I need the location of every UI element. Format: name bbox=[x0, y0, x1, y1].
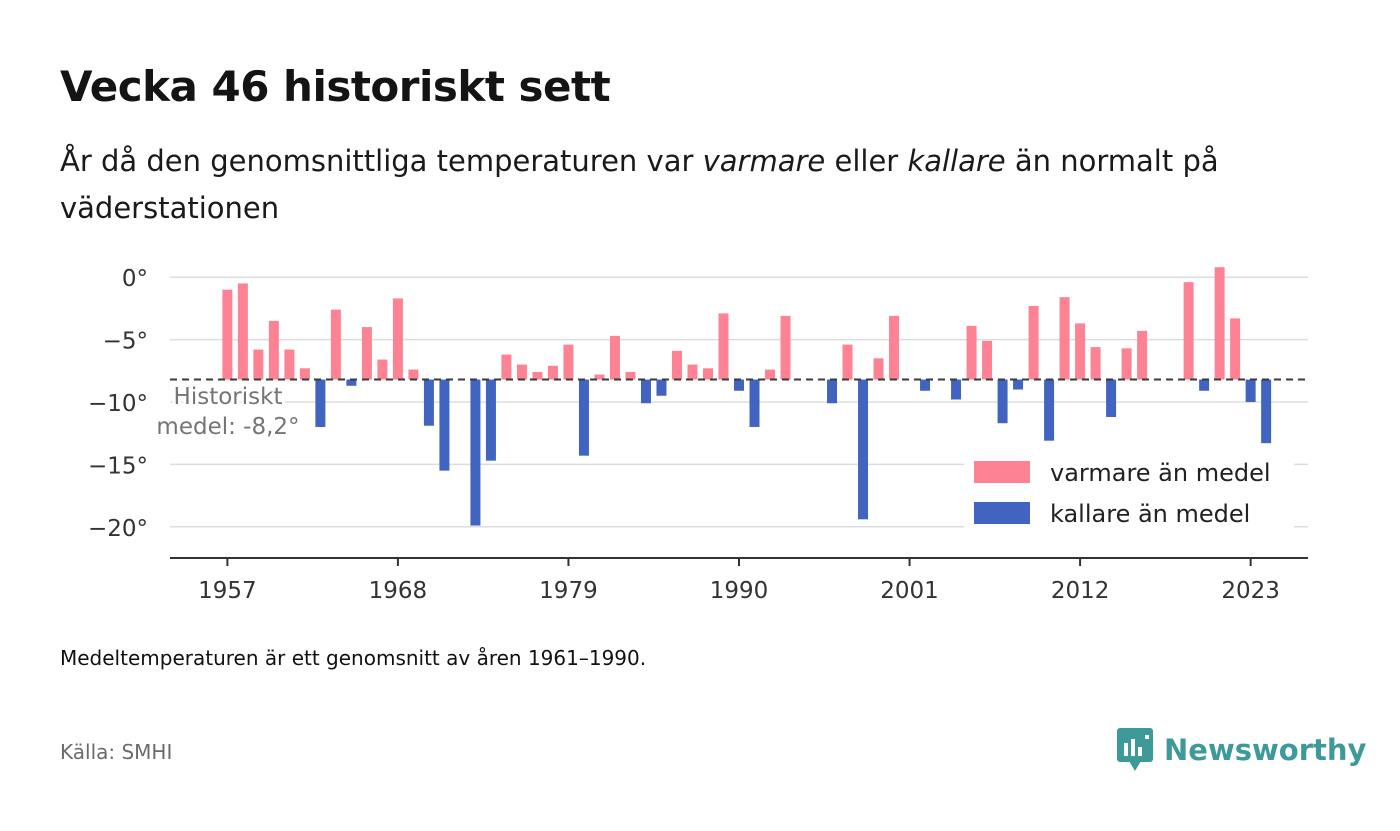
cold-bar bbox=[749, 379, 760, 427]
y-tick-label: −5° bbox=[103, 329, 148, 355]
warm-bar bbox=[765, 369, 776, 380]
cold-bar bbox=[656, 379, 667, 396]
warm-bar bbox=[609, 335, 620, 380]
warm-bar bbox=[532, 372, 543, 380]
warm-bar bbox=[237, 283, 248, 380]
warm-bar bbox=[1230, 318, 1241, 380]
cold-bar bbox=[920, 379, 931, 391]
subtitle-cold-word: kallare bbox=[907, 144, 1006, 178]
warm-bar bbox=[377, 359, 388, 380]
cold-bar bbox=[1044, 379, 1055, 441]
cold-bar bbox=[827, 379, 838, 404]
subtitle-warm-word: varmare bbox=[702, 144, 826, 178]
cold-bar bbox=[315, 379, 326, 427]
cold-bar bbox=[439, 379, 450, 471]
legend-swatch-warm bbox=[974, 461, 1030, 483]
warm-bar bbox=[222, 289, 233, 380]
warm-bar bbox=[1028, 305, 1039, 380]
warm-bar bbox=[718, 313, 729, 380]
cold-bar bbox=[470, 379, 481, 526]
warm-bar bbox=[702, 368, 713, 380]
cold-bar bbox=[858, 379, 869, 520]
x-tick-label: 2012 bbox=[1051, 578, 1110, 604]
cold-bar bbox=[578, 379, 589, 456]
warm-bar bbox=[780, 315, 791, 380]
newsworthy-logo-icon bbox=[1117, 728, 1153, 771]
x-tick-label: 2001 bbox=[880, 578, 939, 604]
legend-swatch-cold bbox=[974, 502, 1030, 524]
subtitle-text-2: eller bbox=[825, 144, 908, 178]
chart-subtitle: År då den genomsnittliga temperaturen va… bbox=[60, 138, 1300, 232]
warm-bar bbox=[563, 344, 574, 380]
mean-label-line-1: Historiskt bbox=[174, 384, 283, 410]
warm-bar bbox=[594, 374, 605, 380]
warm-bar bbox=[625, 372, 636, 380]
cold-bar bbox=[1261, 379, 1272, 444]
warm-bar bbox=[268, 320, 279, 380]
cold-bar bbox=[1199, 379, 1210, 391]
warm-bar bbox=[671, 350, 682, 380]
warm-bar bbox=[842, 344, 853, 380]
y-tick-label: 0° bbox=[122, 266, 148, 292]
warm-bar bbox=[253, 349, 264, 380]
warm-bar bbox=[966, 325, 977, 380]
warm-bar bbox=[330, 309, 341, 380]
cold-bar bbox=[1245, 379, 1256, 402]
cold-bar bbox=[1106, 379, 1117, 417]
warm-bar bbox=[408, 369, 419, 380]
warm-bar bbox=[284, 349, 295, 380]
warm-bar bbox=[516, 364, 527, 380]
warm-bar bbox=[392, 298, 403, 380]
warm-bar bbox=[873, 358, 884, 380]
legend-label-warm: varmare än medel bbox=[1050, 459, 1271, 487]
cold-bar bbox=[423, 379, 434, 426]
x-tick-label: 1957 bbox=[198, 578, 257, 604]
x-tick-label: 1979 bbox=[539, 578, 598, 604]
x-tick-label: 1968 bbox=[369, 578, 428, 604]
cold-bar bbox=[997, 379, 1008, 424]
cold-bar bbox=[346, 379, 357, 386]
chart-title: Vecka 46 historiskt sett bbox=[60, 62, 611, 111]
footnote: Medeltemperaturen är ett genomsnitt av å… bbox=[60, 646, 647, 670]
warm-bar bbox=[1183, 282, 1194, 380]
cold-bar bbox=[1013, 379, 1024, 390]
subtitle-text-1: År då den genomsnittliga temperaturen va… bbox=[60, 144, 703, 178]
warm-bar bbox=[547, 365, 558, 380]
cold-bar bbox=[951, 379, 962, 400]
warm-bar bbox=[1214, 267, 1225, 380]
cold-bar bbox=[640, 379, 651, 404]
cold-bar bbox=[734, 379, 744, 391]
warm-bar bbox=[1090, 347, 1101, 380]
warm-bar bbox=[361, 327, 372, 380]
brand-name: Newsworthy bbox=[1164, 733, 1367, 767]
warm-bar bbox=[1059, 297, 1070, 380]
warm-bar bbox=[1137, 330, 1148, 380]
brand-logo[interactable]: Newsworthy bbox=[1116, 726, 1366, 774]
subtitle-text-3: än normalt på väderstationen bbox=[60, 144, 1219, 225]
y-tick-label: −20° bbox=[88, 516, 148, 542]
warm-bar bbox=[1121, 348, 1132, 380]
warm-bar bbox=[501, 354, 512, 380]
warm-bar bbox=[1075, 323, 1086, 380]
x-tick-label: 1990 bbox=[710, 578, 769, 604]
source-credit: Källa: SMHI bbox=[60, 740, 173, 764]
y-tick-label: −10° bbox=[88, 391, 148, 417]
cold-bar bbox=[485, 379, 496, 461]
x-tick-label: 2023 bbox=[1221, 578, 1280, 604]
warm-bar bbox=[982, 340, 993, 380]
mean-label-line-2: medel: -8,2° bbox=[156, 414, 299, 440]
warm-bar bbox=[299, 368, 310, 380]
y-tick-label: −15° bbox=[88, 453, 148, 479]
warm-bar bbox=[889, 315, 900, 380]
warm-bar bbox=[687, 364, 698, 380]
legend-label-cold: kallare än medel bbox=[1050, 500, 1250, 528]
